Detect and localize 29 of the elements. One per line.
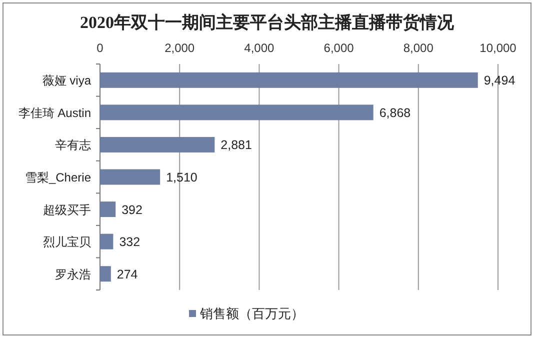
bar bbox=[100, 169, 160, 185]
chart-title: 2020年双十一期间主要平台头部主播直播带货情况 bbox=[80, 13, 455, 32]
y-tick-label: 雪梨_Cherie bbox=[24, 170, 92, 184]
legend-label: 销售额（百万元） bbox=[199, 306, 304, 321]
bar bbox=[100, 266, 111, 282]
y-tick-label: 烈儿宝贝 bbox=[43, 235, 91, 250]
bar bbox=[100, 202, 116, 218]
data-label: 332 bbox=[119, 235, 140, 250]
x-tick-label: 8,000 bbox=[403, 41, 434, 55]
y-tick-label: 超级买手 bbox=[43, 202, 91, 217]
bar bbox=[100, 234, 114, 250]
x-tick-label: 10,000 bbox=[480, 41, 517, 55]
data-label: 392 bbox=[122, 202, 143, 217]
bar bbox=[100, 136, 215, 152]
bar bbox=[100, 104, 374, 120]
bar bbox=[100, 72, 478, 88]
data-label: 2,881 bbox=[220, 138, 252, 152]
y-tick-label: 李佳琦 Austin bbox=[18, 106, 91, 120]
data-label: 9,494 bbox=[484, 74, 516, 88]
data-label: 274 bbox=[116, 267, 138, 282]
x-tick-label: 2,000 bbox=[164, 41, 195, 55]
y-tick-label: 薇娅 viya bbox=[42, 74, 92, 88]
y-tick-label: 罗永浩 bbox=[55, 267, 91, 282]
data-label: 6,868 bbox=[379, 106, 411, 120]
x-tick-label: 4,000 bbox=[244, 41, 275, 55]
x-tick-label: 6,000 bbox=[324, 41, 354, 55]
data-label: 1,510 bbox=[166, 170, 198, 184]
y-tick-label: 辛有志 bbox=[55, 138, 91, 152]
x-tick-label: 0 bbox=[96, 41, 104, 55]
